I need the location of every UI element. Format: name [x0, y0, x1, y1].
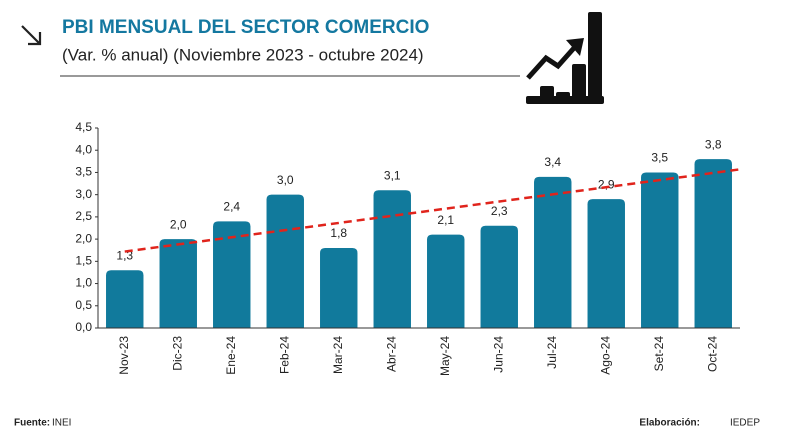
y-tick-label: 2,5: [75, 209, 92, 223]
chart-icon: [526, 12, 604, 104]
x-tick-label: Ene-24: [224, 336, 238, 375]
credit: IEDEP: [730, 418, 760, 429]
arrow-icon: [21, 25, 42, 46]
y-tick-label: 4,0: [75, 142, 92, 156]
bar: [694, 159, 732, 328]
y-tick-label: 4,5: [75, 120, 92, 134]
value-label: 1,8: [330, 226, 347, 240]
x-tick-label: May-24: [438, 336, 452, 376]
x-tick-label: Jun-24: [491, 336, 505, 373]
credit-label: Elaboración:: [639, 418, 700, 429]
bar: [641, 172, 679, 328]
bar: [534, 176, 572, 328]
y-tick-label: 0,0: [75, 320, 92, 334]
bar: [266, 194, 304, 328]
y-tick-label: 1,5: [75, 254, 92, 268]
value-label: 2,0: [170, 217, 187, 231]
bar: [373, 190, 411, 328]
x-tick-label: Ago-24: [598, 336, 612, 375]
value-label: 2,4: [223, 200, 240, 214]
source-label: Fuente:: [14, 418, 50, 429]
x-tick-label: Feb-24: [277, 336, 291, 374]
value-label: 3,4: [544, 155, 561, 169]
x-tick-label: Set-24: [652, 336, 666, 372]
x-tick-label: Oct-24: [705, 336, 719, 372]
bar: [587, 199, 625, 328]
bar: [106, 270, 144, 328]
x-tick-label: Jul-24: [545, 336, 559, 369]
value-label: 3,1: [384, 168, 401, 182]
source: INEI: [52, 418, 71, 429]
value-label: 3,8: [705, 137, 722, 151]
bar: [320, 248, 358, 328]
value-label: 2,9: [598, 177, 615, 191]
bar: [427, 234, 465, 328]
bar: [159, 239, 197, 328]
bar: [213, 221, 251, 328]
chart-subtitle: (Var. % anual) (Noviembre 2023 - octubre…: [62, 45, 424, 64]
bar: [480, 225, 518, 328]
value-label: 2,1: [437, 213, 454, 227]
value-label: 2,3: [491, 204, 508, 218]
y-tick-label: 1,0: [75, 276, 92, 290]
value-label: 3,0: [277, 173, 294, 187]
y-tick-label: 3,0: [75, 187, 92, 201]
x-tick-label: Mar-24: [331, 336, 345, 374]
x-tick-label: Nov-23: [117, 336, 131, 375]
y-tick-label: 3,5: [75, 165, 92, 179]
x-tick-label: Abr-24: [384, 336, 398, 372]
y-tick-label: 0,5: [75, 298, 92, 312]
chart-title: PBI MENSUAL DEL SECTOR COMERCIO: [62, 17, 429, 38]
y-tick-label: 2,0: [75, 231, 92, 245]
value-label: 3,5: [651, 151, 668, 165]
x-tick-label: Dic-23: [170, 336, 184, 371]
